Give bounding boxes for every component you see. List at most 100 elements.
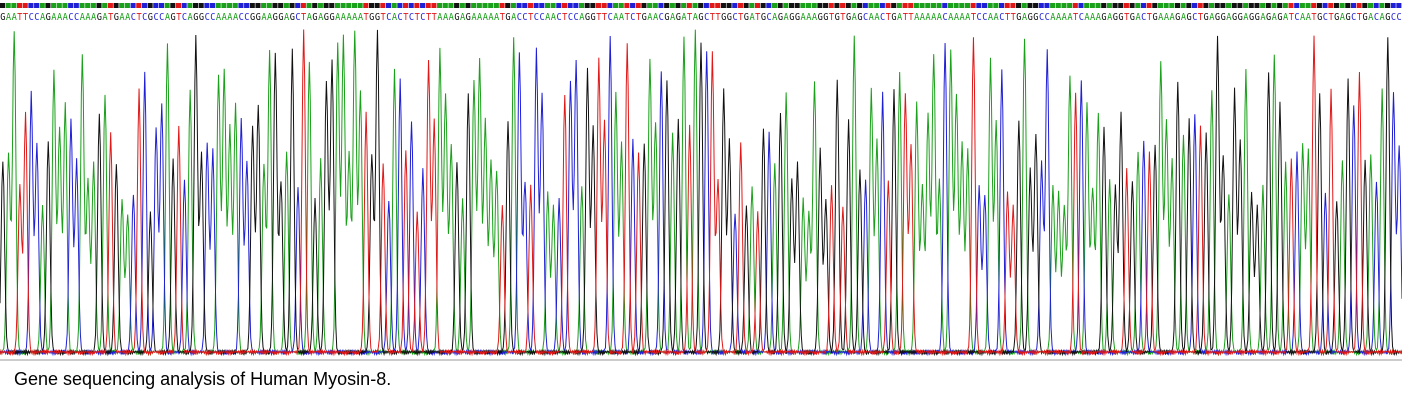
base-call-letter: G <box>97 12 102 23</box>
base-call-letter: A <box>1050 12 1055 23</box>
quality-block <box>788 3 795 8</box>
base-call-letter: T <box>432 12 437 23</box>
quality-block <box>1367 3 1374 8</box>
base-call-letter: A <box>352 12 357 23</box>
base-call-letter: A <box>1170 12 1175 23</box>
quality-block <box>556 3 562 8</box>
quality-block <box>1169 3 1175 8</box>
base-call-letter: A <box>511 12 516 23</box>
quality-block <box>544 3 550 8</box>
quality-block <box>238 3 244 8</box>
quality-block <box>0 3 6 8</box>
quality-block <box>1016 3 1022 8</box>
base-call-letter: T <box>971 12 976 23</box>
quality-block <box>221 3 227 8</box>
quality-block <box>102 3 108 8</box>
base-call-letter: C <box>522 12 527 23</box>
base-call-letter: A <box>437 12 442 23</box>
quality-block <box>1254 3 1260 8</box>
quality-block <box>181 3 187 8</box>
quality-block <box>1135 3 1141 8</box>
quality-block <box>959 3 965 8</box>
base-call-letter: T <box>1198 12 1203 23</box>
base-call-letter: A <box>613 12 618 23</box>
quality-block <box>334 3 340 8</box>
quality-block <box>5 3 11 8</box>
quality-block <box>942 3 948 8</box>
base-call-letter: C <box>182 12 187 23</box>
base-call-letter: G <box>835 12 840 23</box>
base-call-letter: G <box>664 12 669 23</box>
quality-block <box>817 3 823 8</box>
base-call-letter: G <box>1345 12 1350 23</box>
quality-block <box>857 3 863 8</box>
base-call-letter: A <box>188 12 193 23</box>
base-call-letter: T <box>1011 12 1016 23</box>
quality-block <box>1209 3 1215 8</box>
base-call-letter: C <box>68 12 73 23</box>
quality-block <box>420 3 426 8</box>
quality-block <box>669 3 675 8</box>
base-call-letter: T <box>840 12 845 23</box>
base-call-letter: C <box>1351 12 1356 23</box>
base-call-letter: C <box>1039 12 1044 23</box>
quality-block <box>999 3 1005 8</box>
base-call-letter: A <box>653 12 658 23</box>
base-call-letter: G <box>1385 12 1390 23</box>
quality-block <box>1379 3 1385 8</box>
quality-bar <box>0 3 1402 8</box>
base-call-letter: T <box>687 12 692 23</box>
quality-block <box>1152 3 1158 8</box>
base-call-letter: G <box>46 12 51 23</box>
quality-block <box>459 3 465 8</box>
base-call-letter: T <box>1124 12 1129 23</box>
quality-block <box>567 3 573 8</box>
base-call-letter: C <box>608 12 613 23</box>
base-call-letter: G <box>676 12 681 23</box>
base-call-letter: C <box>982 12 987 23</box>
quality-block <box>329 3 335 8</box>
base-call-letter: G <box>846 12 851 23</box>
base-call-letter: A <box>471 12 476 23</box>
base-call-letter: G <box>1113 12 1118 23</box>
quality-block <box>1356 3 1362 8</box>
base-call-letter: A <box>1272 12 1277 23</box>
quality-block <box>68 3 74 8</box>
quality-block <box>107 3 113 8</box>
base-call-letter: G <box>278 12 283 23</box>
base-call-letter: A <box>619 12 624 23</box>
base-call-letter: G <box>1249 12 1254 23</box>
base-call-letter: T <box>562 12 567 23</box>
quality-block <box>720 3 726 8</box>
base-call-letter: A <box>1306 12 1311 23</box>
quality-block <box>1101 3 1107 8</box>
quality-block <box>834 3 840 8</box>
base-call-letter: C <box>29 12 34 23</box>
base-call-letter: A <box>91 12 96 23</box>
base-call-letter: G <box>1204 12 1209 23</box>
base-call-letter: A <box>1056 12 1061 23</box>
quality-block <box>454 3 460 8</box>
quality-block <box>1078 3 1084 8</box>
base-call-letter: C <box>1045 12 1050 23</box>
quality-block <box>613 3 619 8</box>
quality-block <box>715 3 721 8</box>
quality-block <box>879 3 885 8</box>
base-call-letter: G <box>1334 12 1339 23</box>
quality-block <box>204 3 210 8</box>
base-call-letter: C <box>131 12 136 23</box>
quality-block <box>1316 3 1322 8</box>
base-call-letter: A <box>51 12 56 23</box>
base-call-letter: G <box>466 12 471 23</box>
quality-block <box>527 3 533 8</box>
quality-block <box>981 3 988 8</box>
base-call-letter: G <box>1130 12 1135 23</box>
base-call-letter: A <box>1283 12 1288 23</box>
base-call-letter: A <box>119 12 124 23</box>
quality-block <box>1118 3 1124 8</box>
quality-block <box>953 3 959 8</box>
base-call-letter: A <box>12 12 17 23</box>
base-call-letter: G <box>329 12 334 23</box>
